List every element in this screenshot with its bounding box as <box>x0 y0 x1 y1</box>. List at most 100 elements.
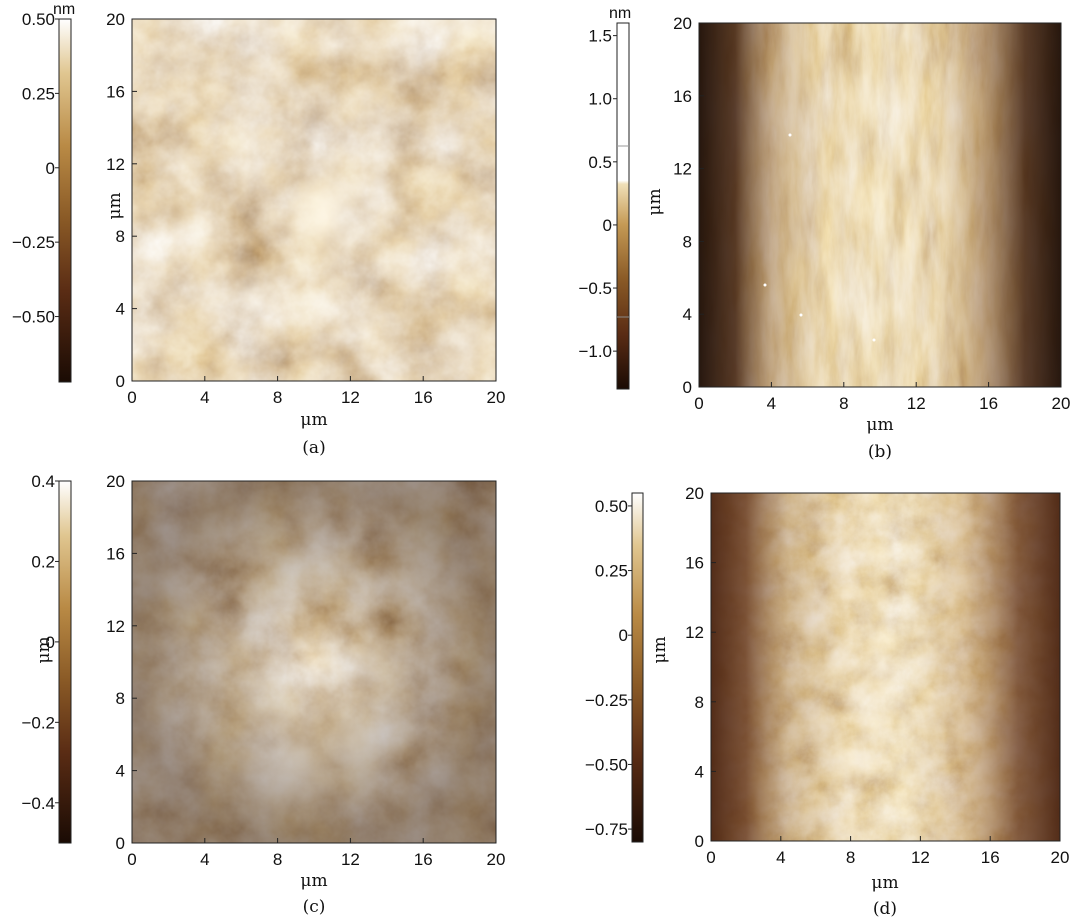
y-tick-label: 12 <box>106 617 125 636</box>
y-tick-label: 0 <box>683 378 692 397</box>
panel-d: 0.50 0.25 0 −0.25 −0.50 −0.75 0 4 8 12 16 20 0 4 8 12… <box>585 484 1069 919</box>
y-tick-label: 0 <box>116 834 125 853</box>
x-tick-label: 12 <box>911 848 930 867</box>
x-tick-label: 8 <box>839 394 848 413</box>
x-tick-label: 20 <box>1052 394 1071 413</box>
colorbar-d <box>631 492 644 843</box>
panel-c: 0.4 0.2 0 −0.2 −0.4 0 4 8 12 16 20 0 4 8 12 16 20 μm μ… <box>21 472 505 917</box>
x-tick-label: 12 <box>341 388 360 407</box>
colorbar-tick-label: 1.5 <box>588 27 612 46</box>
colorbar-ticks-c: 0.4 0.2 0 −0.2 −0.4 <box>21 472 59 813</box>
y-tick-label: 12 <box>685 623 704 642</box>
colorbar-ticks-d: 0.50 0.25 0 −0.25 −0.50 −0.75 <box>585 497 632 839</box>
colorbar-tick-label: −0.4 <box>21 794 55 813</box>
afm-image-d <box>711 493 1060 841</box>
x-ticks-b: 0 4 8 12 16 20 <box>694 382 1070 413</box>
colorbar-tick-label: −0.50 <box>12 308 55 327</box>
x-tick-label: 8 <box>273 850 282 869</box>
colorbar-tick-label: −0.50 <box>585 755 628 774</box>
colorbar-c <box>58 480 72 844</box>
colorbar-tick-label: −0.25 <box>12 233 55 252</box>
x-tick-label: 16 <box>414 388 433 407</box>
x-tick-label: 4 <box>200 388 209 407</box>
x-tick-label: 4 <box>776 848 785 867</box>
y-ticks-b: 0 4 8 12 16 20 <box>673 14 704 397</box>
x-tick-label: 12 <box>341 850 360 869</box>
colorbar-ticks-a: 0.50 0.25 0 −0.25 −0.50 <box>12 10 59 327</box>
y-tick-label: 12 <box>106 155 125 174</box>
y-axis-label-a: μm <box>105 192 125 219</box>
y-tick-label: 20 <box>673 14 692 33</box>
y-tick-label: 20 <box>106 10 125 29</box>
x-tick-label: 16 <box>981 848 1000 867</box>
x-tick-label: 4 <box>767 394 776 413</box>
x-ticks-d: 0 4 8 12 16 20 <box>706 836 1069 867</box>
y-tick-label: 16 <box>673 87 692 106</box>
colorbar-tick-label: −0.75 <box>585 820 628 839</box>
x-tick-label: 0 <box>706 848 715 867</box>
y-tick-label: 4 <box>116 762 125 781</box>
caption-a: (a) <box>302 438 325 458</box>
colorbar-tick-label: 0 <box>603 216 612 235</box>
y-tick-label: 16 <box>106 544 125 563</box>
colorbar-tick-label: 0.2 <box>31 552 55 571</box>
x-tick-label: 16 <box>414 850 433 869</box>
y-tick-label: 20 <box>685 484 704 503</box>
x-axis-label-b: μm <box>866 415 893 435</box>
y-axis-label-b: μm <box>645 188 665 215</box>
x-tick-label: 12 <box>907 394 926 413</box>
colorbar-tick-label: 0 <box>46 159 55 178</box>
y-tick-label: 0 <box>695 832 704 851</box>
y-tick-label: 0 <box>116 372 125 391</box>
colorbar-a <box>58 18 72 383</box>
colorbar-tick-label: 0.25 <box>595 562 628 581</box>
x-tick-label: 20 <box>1051 848 1070 867</box>
colorbar-tick-label: 0.4 <box>31 472 55 491</box>
y-ticks-a: 0 4 8 12 16 20 <box>106 10 137 391</box>
y-tick-label: 8 <box>683 232 692 251</box>
colorbar-tick-label: 0.5 <box>588 153 612 172</box>
x-tick-label: 8 <box>273 388 282 407</box>
panel-b: nm 1.5 1.0 0.5 0 −0.5 −1.0 0 4 8 12 16 20 0 4 8 12 16 2… <box>578 5 1070 462</box>
y-tick-label: 4 <box>116 300 125 319</box>
colorbar-ticks-b: 1.5 1.0 0.5 0 −0.5 −1.0 <box>578 27 617 361</box>
x-axis-label-a: μm <box>300 410 327 430</box>
colorbar-tick-label: −0.25 <box>585 691 628 710</box>
y-tick-label: 8 <box>116 689 125 708</box>
y-ticks-d: 0 4 8 12 16 20 <box>685 484 716 851</box>
colorbar-tick-label: −0.2 <box>21 713 55 732</box>
colorbar-tick-label: −0.5 <box>578 279 612 298</box>
colorbar-unit-a: nm <box>53 1 75 18</box>
x-tick-label: 4 <box>200 850 209 869</box>
afm-image-a <box>132 19 496 381</box>
colorbar-tick-label: 0.25 <box>22 84 55 103</box>
colorbar-b <box>616 22 630 390</box>
x-tick-label: 0 <box>127 850 136 869</box>
y-tick-label: 4 <box>683 305 692 324</box>
afm-image-c <box>132 481 496 843</box>
y-axis-label-d: μm <box>650 636 670 663</box>
afm-image-b <box>699 23 1061 387</box>
colorbar-tick-label: 0.50 <box>22 10 55 29</box>
caption-b: (b) <box>868 442 892 462</box>
x-tick-label: 0 <box>694 394 703 413</box>
colorbar-tick-label: 0.50 <box>595 497 628 516</box>
colorbar-tick-label: 0 <box>619 626 628 645</box>
panel-a: nm 0.50 0.25 0 −0.25 −0.50 0 4 8 12 16 20 0 4 8 12 16… <box>12 1 505 458</box>
x-tick-label: 8 <box>846 848 855 867</box>
y-tick-label: 12 <box>673 160 692 179</box>
x-tick-label: 20 <box>487 850 506 869</box>
y-tick-label: 4 <box>695 762 704 781</box>
caption-d: (d) <box>873 899 897 919</box>
colorbar-unit-b: nm <box>609 5 631 22</box>
y-tick-label: 16 <box>106 82 125 101</box>
colorbar-tick-label: 0 <box>46 633 55 652</box>
caption-c: (c) <box>303 897 326 917</box>
colorbar-tick-label: −1.0 <box>578 342 612 361</box>
x-axis-label-d: μm <box>871 873 898 893</box>
x-tick-label: 16 <box>979 394 998 413</box>
x-ticks-c: 0 4 8 12 16 20 <box>127 838 505 869</box>
x-tick-label: 20 <box>487 388 506 407</box>
x-ticks-a: 0 4 8 12 16 20 <box>127 376 505 407</box>
y-tick-label: 16 <box>685 554 704 573</box>
